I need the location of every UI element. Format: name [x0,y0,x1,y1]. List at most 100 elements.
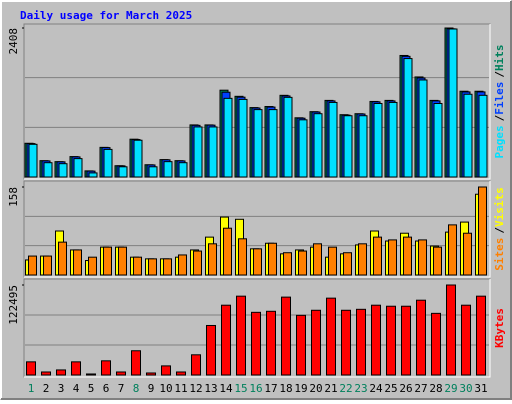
bar [298,119,308,178]
bar [191,354,201,376]
bar [236,295,246,376]
bar [26,361,36,376]
x-tick-label: 18 [279,382,292,395]
bar [386,305,396,376]
bar [373,102,383,178]
bar [178,254,187,276]
x-tick-label: 3 [58,382,65,395]
bar [283,252,292,276]
x-tick-label: 6 [103,382,110,395]
y-tick-label: 158 [7,187,20,207]
bar [43,255,52,276]
bar [343,252,352,276]
bar [371,304,381,376]
bar [478,94,488,178]
x-tick-label: 22 [339,382,352,395]
bar [103,246,112,276]
bar [43,162,53,178]
bar [163,258,172,276]
bar [193,126,203,178]
bar [251,311,261,376]
bar [221,304,231,376]
bar [73,158,83,178]
x-tick-label: 17 [264,382,277,395]
bar [463,232,472,276]
bar [206,324,216,376]
bar [28,255,37,276]
x-tick-label: 10 [159,382,172,395]
bar [101,360,111,376]
x-tick-label: 20 [309,382,322,395]
bar [341,309,351,376]
y-tick-label: 122495 [7,285,20,325]
bar [253,109,263,178]
bar [148,258,157,276]
bar [388,101,398,178]
x-tick-label: 12 [189,382,202,395]
bar [401,305,411,376]
bar [416,299,426,376]
bar [448,28,458,178]
y-tick-label: 2408 [7,28,20,55]
x-tick-label: 23 [354,382,367,395]
bar [88,172,98,178]
bar [73,249,82,276]
bar [223,97,233,178]
bar [118,166,128,178]
bar [58,241,67,276]
bar [388,239,397,276]
bar [71,361,81,376]
legend-entry: Sites [493,238,506,271]
bar [418,79,428,178]
bar [133,256,142,276]
bar [431,312,441,376]
bar [328,101,338,178]
bar [281,296,291,376]
bar [283,96,293,178]
bar [133,139,143,178]
bar [148,166,158,178]
bar [296,314,306,376]
bar [328,246,337,276]
bar [373,236,382,276]
bar [463,93,473,178]
bar [326,297,336,376]
legend-entry: Files [493,82,506,115]
x-tick-label: 2 [43,382,50,395]
bar [446,284,456,376]
bar [28,143,38,178]
bar [448,224,457,276]
x-tick-label: 29 [444,382,457,395]
x-tick-label: 27 [414,382,427,395]
bar [403,236,412,276]
bar [118,246,127,276]
bar [433,246,442,276]
bar [208,243,217,276]
bar [343,115,353,178]
bar [161,365,171,376]
legend-separator: / [493,114,506,121]
legend-entry: Visits [493,187,506,227]
bar [238,238,247,276]
x-tick-label: 7 [118,382,125,395]
bar [403,58,413,178]
bar [478,186,487,276]
bar [131,350,141,376]
bar [176,371,186,376]
x-tick-label: 31 [474,382,487,395]
legend-entry: Hits [493,45,506,72]
bar [56,369,66,376]
bar [313,113,323,178]
bar [208,126,218,178]
x-tick-label: 9 [148,382,155,395]
bar [298,250,307,276]
bar [418,239,427,276]
bar [116,371,126,376]
bar [41,371,51,376]
bar [356,308,366,376]
x-tick-label: 21 [324,382,337,395]
plot-bevel [24,279,491,378]
